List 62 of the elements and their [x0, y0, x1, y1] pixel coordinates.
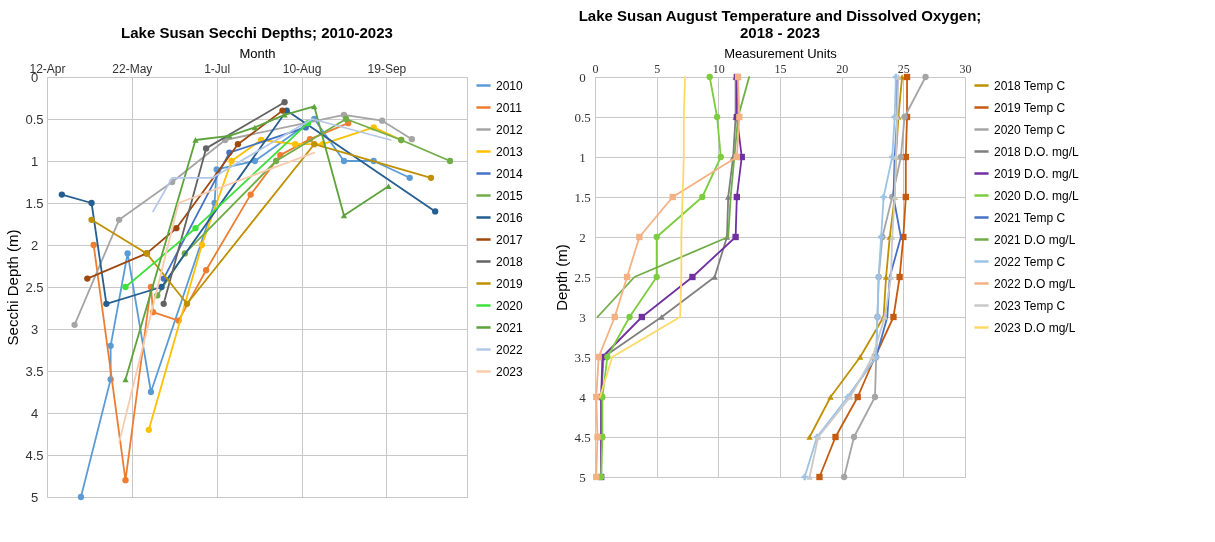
legend-label: 2010 [496, 78, 524, 93]
legend-label: 2022 [496, 342, 524, 357]
y-tick-label: 1.5 [574, 189, 591, 205]
legend-label: 2018 [496, 254, 524, 269]
y-tick-label: 5 [579, 469, 586, 485]
legend-label: 2022 D.O mg/L [994, 276, 1076, 291]
legend-label: 2022 Temp C [994, 254, 1066, 269]
x-tick-label: 1-Jul [204, 61, 231, 76]
y-tick-label: 1.5 [25, 195, 44, 211]
legend-label: 2018 Temp C [994, 78, 1066, 93]
legend-label: 2016 [496, 210, 524, 225]
x-tick-label: 19-Sep [367, 61, 407, 76]
legend-label: 2021 [496, 320, 524, 335]
y-tick-label: 2 [579, 229, 586, 245]
y-tick-label: 2.5 [25, 279, 44, 295]
x-tick-label: 22-May [112, 61, 153, 76]
legend-label: 2023 Temp C [994, 298, 1066, 313]
y-tick-label: 4.5 [25, 447, 44, 463]
legend-label: 2020 [496, 298, 524, 313]
legend-label: 2020 Temp C [994, 122, 1066, 137]
x-tick-label: 25 [897, 61, 910, 76]
x-tick-label: 10-Aug [282, 61, 322, 76]
legend-label: 2011 [496, 100, 523, 115]
y-tick-label: 4 [30, 405, 39, 421]
y-tick-label: 2.5 [574, 269, 591, 285]
legend-label: 2021 Temp C [994, 210, 1066, 225]
x-axis-title: Month [239, 45, 276, 61]
legend-label: 2023 [496, 364, 524, 379]
x-axis-title: Measurement Units [724, 45, 838, 61]
legend-label: 2015 [496, 188, 524, 203]
legend-label: 2020 D.O. mg/L [994, 188, 1080, 203]
x-tick-label: 10 [712, 61, 725, 76]
legend-label: 2013 [496, 144, 524, 159]
y-tick-label: 4 [579, 389, 587, 405]
x-tick-label: 30 [959, 61, 972, 76]
y-tick-label: 5 [30, 489, 39, 505]
y-tick-label: 3.5 [574, 349, 591, 365]
legend-label: 2019 D.O. mg/L [994, 166, 1080, 181]
legend-label: 2014 [496, 166, 524, 181]
y-axis-title: Depth (m) [553, 244, 571, 311]
chart-title: Lake Susan August Temperature and Dissolved Oxygen; 2018 - 2023 [578, 7, 982, 41]
y-axis-title: Secchi Depth (m) [4, 229, 22, 346]
chart-title: Lake Susan Secchi Depths; 2010-2023 [121, 24, 393, 41]
y-tick-label: 3 [30, 321, 39, 337]
y-tick-label: 3 [579, 309, 586, 325]
x-tick-label: 20 [836, 61, 849, 76]
legend-label: 2019 Temp C [994, 100, 1066, 115]
legend-label: 2017 [496, 232, 524, 247]
legend-label: 2023 D.O mg/L [994, 320, 1076, 335]
x-tick-label: 15 [774, 61, 787, 76]
y-tick-label: 0.5 [574, 109, 591, 125]
y-tick-label: 4.5 [574, 429, 591, 445]
y-tick-label: 1 [579, 149, 586, 165]
y-tick-label: 2 [30, 237, 39, 253]
legend-label: 2019 [496, 276, 524, 291]
legend-label: 2012 [496, 122, 524, 137]
legend-label: 2021 D.O mg/L [994, 232, 1076, 247]
x-tick-label: 5 [654, 61, 661, 76]
y-tick-label: 1 [30, 153, 39, 169]
y-tick-label: 3.5 [25, 363, 44, 379]
y-tick-label: 0.5 [25, 111, 44, 127]
legend-label: 2018 D.O. mg/L [994, 144, 1080, 159]
